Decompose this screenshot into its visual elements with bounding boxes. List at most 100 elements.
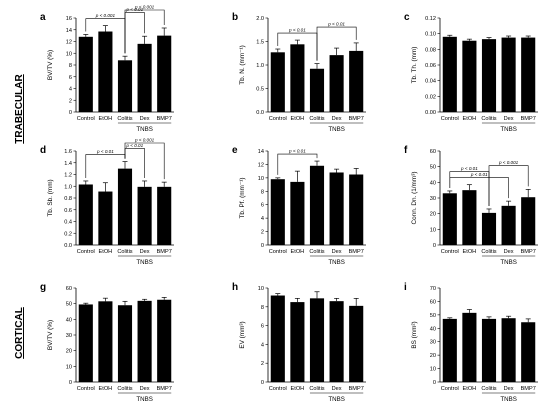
y-tick-label: 0.5 <box>256 87 264 93</box>
y-tick-label: 0.06 <box>425 63 436 69</box>
group-label: TNBS <box>328 259 345 266</box>
bar-bmp7 <box>157 186 172 245</box>
y-tick-label: 0.4 <box>64 220 72 226</box>
y-axis-label: Tb. N. (mm⁻¹) <box>239 45 246 85</box>
y-tick-label: 0 <box>261 380 264 386</box>
bar-control <box>442 193 457 245</box>
bar-bmp7 <box>157 299 172 382</box>
y-tick-label: 12 <box>258 162 264 168</box>
category-label: BMP7 <box>157 116 172 122</box>
y-tick-label: 0 <box>433 380 436 386</box>
y-tick-label: 1.6 <box>64 149 72 155</box>
bar-bmp7 <box>349 50 364 112</box>
category-label: EtOH <box>99 116 113 122</box>
bar-etoh <box>462 312 477 382</box>
bar-control <box>270 179 285 245</box>
y-tick-label: 0.02 <box>425 94 436 100</box>
category-label: Colitis <box>481 386 496 392</box>
bar-colitis <box>481 39 497 112</box>
category-label: BMP7 <box>157 249 172 255</box>
category-label: Dex <box>140 249 150 255</box>
panel-letter: f <box>404 145 408 156</box>
bar-dex <box>137 300 152 382</box>
bar-control <box>78 36 93 112</box>
y-tick-label: 0.00 <box>425 110 436 116</box>
panel-letter: h <box>232 282 238 293</box>
significance-bracket <box>277 153 318 175</box>
y-tick-label: 16 <box>66 16 72 22</box>
y-tick-label: 8 <box>261 305 264 311</box>
significance-label: p < 0.01 <box>327 22 345 27</box>
category-label: Dex <box>332 116 342 122</box>
bar-etoh <box>98 301 113 382</box>
bar-dex <box>329 55 344 112</box>
bar-etoh <box>462 190 477 245</box>
significance-label: p < 0.01 <box>288 28 306 33</box>
category-label: EtOH <box>463 386 477 392</box>
category-label: EtOH <box>291 249 305 255</box>
y-tick-label: 1.0 <box>64 184 72 190</box>
y-tick-label: 50 <box>430 165 436 171</box>
significance-label: p < 0.01 <box>96 149 114 154</box>
y-tick-label: 20 <box>66 349 72 355</box>
y-tick-label: 30 <box>430 340 436 346</box>
significance-label: p < 0.01 <box>470 172 488 177</box>
bar-etoh <box>290 44 305 112</box>
y-tick-label: 10 <box>258 286 264 292</box>
category-label: Colitis <box>481 249 496 255</box>
panel-d: d 0.0 0.2 0.4 0.6 0.8 1.0 1.2 1.4 1.6 Tb. Sb. (mm)… <box>40 138 174 266</box>
y-tick-label: 1.4 <box>64 161 72 167</box>
y-tick-label: 0.12 <box>425 16 436 22</box>
panel-g: g 0 10 20 30 40 50 60 BV/TV (%) Control EtOH Coliti… <box>40 282 174 403</box>
category-label: Control <box>77 116 95 122</box>
y-tick-label: 0.2 <box>64 231 72 237</box>
y-tick-label: 40 <box>430 180 436 186</box>
y-tick-label: 40 <box>430 326 436 332</box>
category-label: Colitis <box>309 116 324 122</box>
category-label: EtOH <box>463 249 477 255</box>
significance-bracket <box>124 9 165 54</box>
bar-dex <box>501 37 516 113</box>
y-tick-label: 50 <box>66 302 72 308</box>
bar-colitis <box>309 68 325 112</box>
panel-letter: c <box>404 12 410 23</box>
y-tick-label: 0.6 <box>64 208 72 214</box>
category-label: Control <box>441 386 459 392</box>
significance-bracket <box>124 142 165 180</box>
y-tick-label: 1.0 <box>256 63 264 69</box>
category-label: EtOH <box>99 249 113 255</box>
y-tick-label: 50 <box>430 313 436 319</box>
y-tick-label: 4 <box>261 342 264 348</box>
bar-control <box>270 52 285 112</box>
bar-etoh <box>290 302 305 382</box>
bar-colitis <box>481 212 497 245</box>
category-label: BMP7 <box>157 386 172 392</box>
category-label: BMP7 <box>349 386 364 392</box>
bar-etoh <box>98 191 113 245</box>
y-tick-label: 1.5 <box>256 40 264 46</box>
category-label: Control <box>441 249 459 255</box>
y-tick-label: 0 <box>261 243 264 249</box>
y-axis-label: BV/TV (%) <box>47 320 54 350</box>
bar-control <box>442 318 457 382</box>
bar-dex <box>329 172 344 245</box>
category-label: EtOH <box>99 386 113 392</box>
y-tick-label: 14 <box>66 28 72 34</box>
group-label: TNBS <box>500 396 517 403</box>
bar-bmp7 <box>157 35 172 112</box>
category-label: Colitis <box>309 386 324 392</box>
category-label: BMP7 <box>521 249 536 255</box>
category-label: Dex <box>504 116 514 122</box>
group-label: TNBS <box>136 259 153 266</box>
y-tick-label: 70 <box>430 286 436 292</box>
y-tick-label: 0.10 <box>425 32 436 38</box>
bar-colitis <box>117 305 133 382</box>
panel-f: f 0 10 20 30 40 50 60 Conn. Dn. (1/mm³) Control Et… <box>404 145 538 266</box>
y-axis-label: Tb. Pf. (mm⁻¹) <box>239 177 246 218</box>
panel-h: h 0 2 4 6 8 10 EV (mm³) Control EtOH Colitis Dex BMP… <box>232 282 366 403</box>
category-label: Control <box>269 249 287 255</box>
y-tick-label: 10 <box>258 176 264 182</box>
category-label: Dex <box>504 386 514 392</box>
y-tick-label: 30 <box>430 196 436 202</box>
category-label: EtOH <box>291 116 305 122</box>
